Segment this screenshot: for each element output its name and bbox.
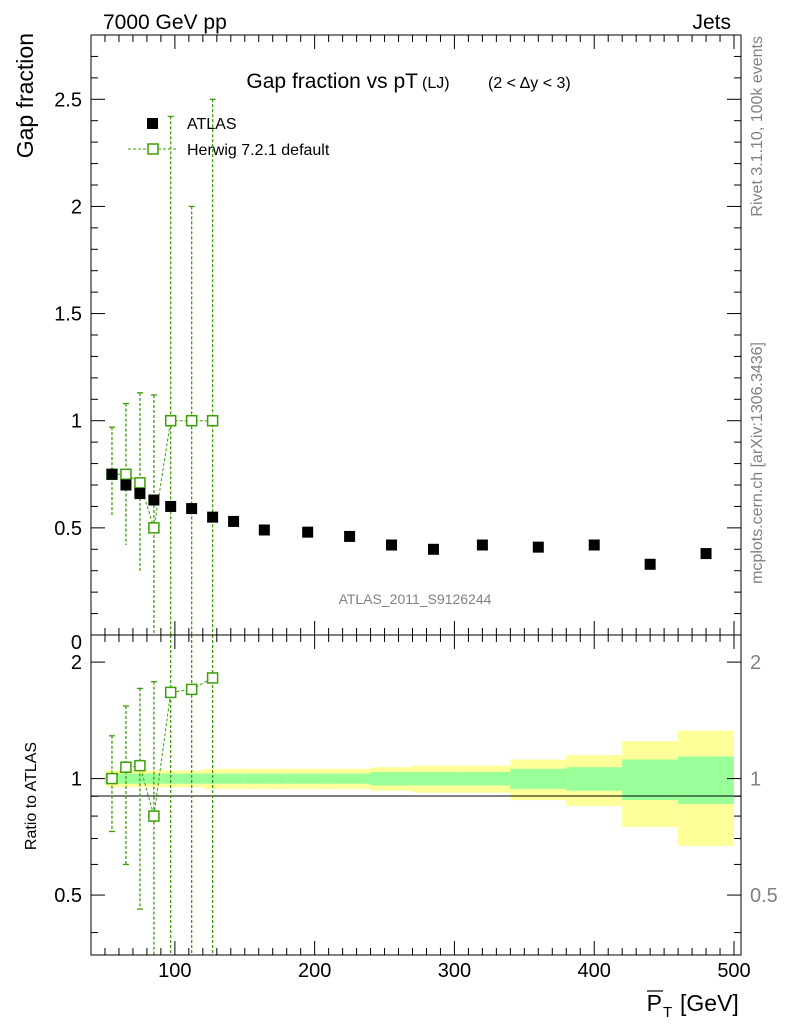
ratio-inner-band [454, 771, 511, 786]
main-y-tick-labels: 0 0.5 1 1.5 2 2.5 [54, 89, 82, 654]
header-energy-label: 7000 GeV pp [103, 11, 227, 34]
ratio-y-axis-label: Ratio to ATLAS [23, 742, 40, 850]
x-axis-label-symbol: P [647, 990, 662, 1016]
atlas-point [644, 558, 656, 570]
x-tick-label: 400 [578, 960, 611, 982]
plot-title: Gap fraction vs pT [246, 70, 418, 93]
ratio-inner-band [244, 773, 287, 784]
herwig-series [106, 98, 219, 635]
ratio-herwig-point [134, 759, 146, 772]
ratio-y-tick-label-right: 0.5 [750, 885, 778, 907]
ratio-herwig-line [111, 677, 213, 817]
atlas-series [106, 468, 712, 570]
atlas-point [476, 539, 488, 551]
ratio-y-tick-label-left: 2 [71, 652, 82, 674]
ratio-herwig-point [120, 761, 132, 773]
ratio-herwig-point [185, 683, 198, 696]
legend-atlas-label: ATLAS [187, 116, 237, 133]
atlas-point [106, 468, 118, 480]
main-y-tick-label: 2 [71, 196, 82, 218]
legend-atlas-marker [147, 118, 158, 129]
ratio-inner-band [286, 773, 329, 784]
y-axis-label: Gap fraction [12, 33, 38, 158]
atlas-point [186, 503, 198, 515]
legend: ATLAS Herwig 7.2.1 default [128, 116, 330, 159]
legend-herwig-marker [147, 143, 159, 155]
main-panel: 0 0.5 1 1.5 2 2.5 Gap fraction Gap fraction v… [12, 33, 741, 654]
x-tick-label: 200 [298, 960, 331, 982]
legend-herwig-label: Herwig 7.2.1 default [187, 142, 330, 159]
atlas-point [148, 494, 160, 506]
x-tick-label: 500 [717, 960, 750, 982]
atlas-point [588, 539, 600, 551]
herwig-point [148, 522, 160, 534]
main-y-tick-label: 0 [71, 632, 82, 654]
mcplots-label: mcplots.cern.ch [arXiv:1306.3436] [749, 342, 766, 584]
x-tick-label: 300 [438, 960, 471, 982]
x-tick-label: 100 [158, 960, 191, 982]
ratio-herwig-point [106, 772, 118, 785]
atlas-point [302, 526, 314, 538]
ratio-inner-band [566, 767, 623, 791]
main-y-tick-label: 2.5 [54, 89, 82, 111]
ratio-inner-band [412, 771, 455, 786]
plot-title-subscript: (LJ) [422, 75, 450, 92]
ratio-uncertainty-bands [104, 730, 735, 846]
herwig-point [206, 414, 219, 427]
atlas-point [427, 543, 439, 555]
atlas-point [258, 524, 270, 536]
ratio-inner-band [678, 756, 735, 804]
main-y-tick-label: 1.5 [54, 304, 82, 326]
ratio-y-tick-label-right: 1 [750, 769, 761, 791]
ratio-inner-band [622, 759, 679, 801]
atlas-point [120, 479, 132, 491]
ratio-panel: 0.5 0.5 1 1 2 2 Ratio to ATLAS 100 200 300 400 50… [23, 635, 778, 982]
x-axis-label-subscript: T [663, 1004, 672, 1021]
ratio-axis-ticks [91, 635, 741, 955]
atlas-point [700, 548, 712, 560]
main-y-tick-label: 0.5 [54, 518, 82, 540]
ratio-frame [90, 634, 742, 956]
atlas-point [228, 515, 240, 527]
herwig-point [134, 477, 146, 489]
ratio-herwig-point [206, 672, 219, 684]
ratio-inner-band [202, 773, 224, 784]
main-y-tick-label: 1 [71, 411, 82, 433]
x-axis-label: P T [GeV] [647, 990, 739, 1021]
plot-title-cut: (2 < Δy < 3) [488, 75, 571, 92]
ratio-inner-band [370, 771, 413, 786]
atlas-point [386, 539, 398, 551]
rivet-version-label: Rivet 3.1.10, 100k events [749, 36, 766, 217]
ratio-inner-band [223, 773, 245, 784]
ratio-y-tick-label-right: 2 [750, 652, 761, 674]
x-axis-label-unit: [GeV] [680, 990, 739, 1016]
herwig-point [185, 414, 198, 427]
ratio-herwig-point [164, 686, 177, 699]
header-process-label: Jets [692, 11, 731, 34]
herwig-point [120, 468, 132, 481]
analysis-label: ATLAS_2011_S9126244 [339, 591, 492, 607]
ratio-herwig-point [148, 810, 160, 822]
x-tick-labels: 100 200 300 400 500 [158, 960, 751, 982]
atlas-point [532, 541, 544, 553]
ratio-inner-band [160, 773, 182, 784]
atlas-point [207, 511, 219, 523]
ratio-inner-band [328, 773, 371, 784]
atlas-point [165, 500, 177, 512]
herwig-point [164, 414, 177, 427]
ratio-y-tick-labels: 0.5 0.5 1 1 2 2 [54, 652, 778, 907]
ratio-y-tick-label-left: 1 [71, 769, 82, 791]
main-axis-ticks [91, 35, 741, 635]
ratio-y-tick-label-left: 0.5 [54, 885, 82, 907]
ratio-herwig-series [106, 635, 219, 955]
atlas-point [134, 488, 146, 500]
atlas-point [344, 530, 356, 542]
ratio-inner-band [181, 773, 203, 784]
ratio-inner-band [510, 768, 567, 789]
